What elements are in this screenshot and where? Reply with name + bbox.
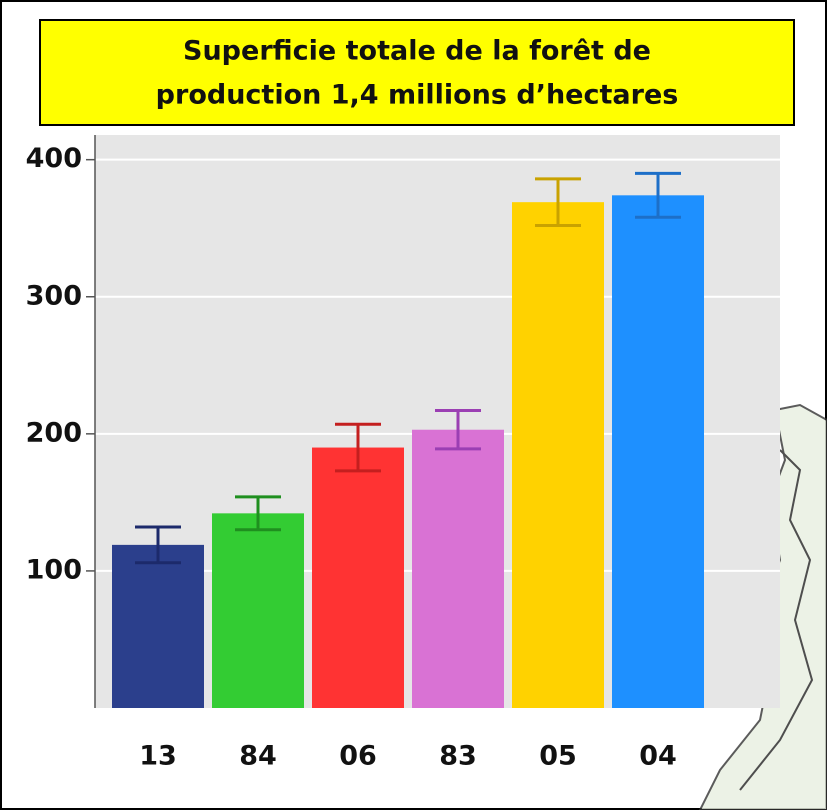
error-bar — [535, 177, 581, 227]
error-bar — [335, 422, 381, 473]
error-bar — [435, 409, 481, 451]
error-bar — [635, 171, 681, 219]
error-bar — [135, 525, 181, 565]
y-tick-label: 200 — [26, 417, 82, 448]
bar — [612, 195, 704, 708]
y-tick-label: 300 — [26, 280, 82, 311]
title-line: Superficie totale de la forêt de — [183, 36, 651, 67]
title-line: production 1,4 millions d’hectares — [156, 80, 679, 111]
map-border — [739, 449, 814, 791]
x-tick-label: 13 — [139, 741, 177, 772]
x-tick-label: 84 — [239, 741, 277, 772]
y-tick-label: 400 — [26, 143, 82, 174]
bar — [212, 513, 304, 708]
y-tick-label: 100 — [26, 554, 82, 585]
x-tick-label: 06 — [339, 741, 377, 772]
x-tick-label: 04 — [639, 741, 677, 772]
bar — [112, 544, 204, 708]
x-tick-label: 83 — [439, 741, 477, 772]
x-tick-label: 05 — [539, 741, 577, 772]
title-box — [39, 19, 795, 126]
bar — [312, 447, 404, 708]
error-bar — [235, 495, 281, 532]
bar — [412, 429, 504, 708]
bar — [512, 202, 604, 708]
